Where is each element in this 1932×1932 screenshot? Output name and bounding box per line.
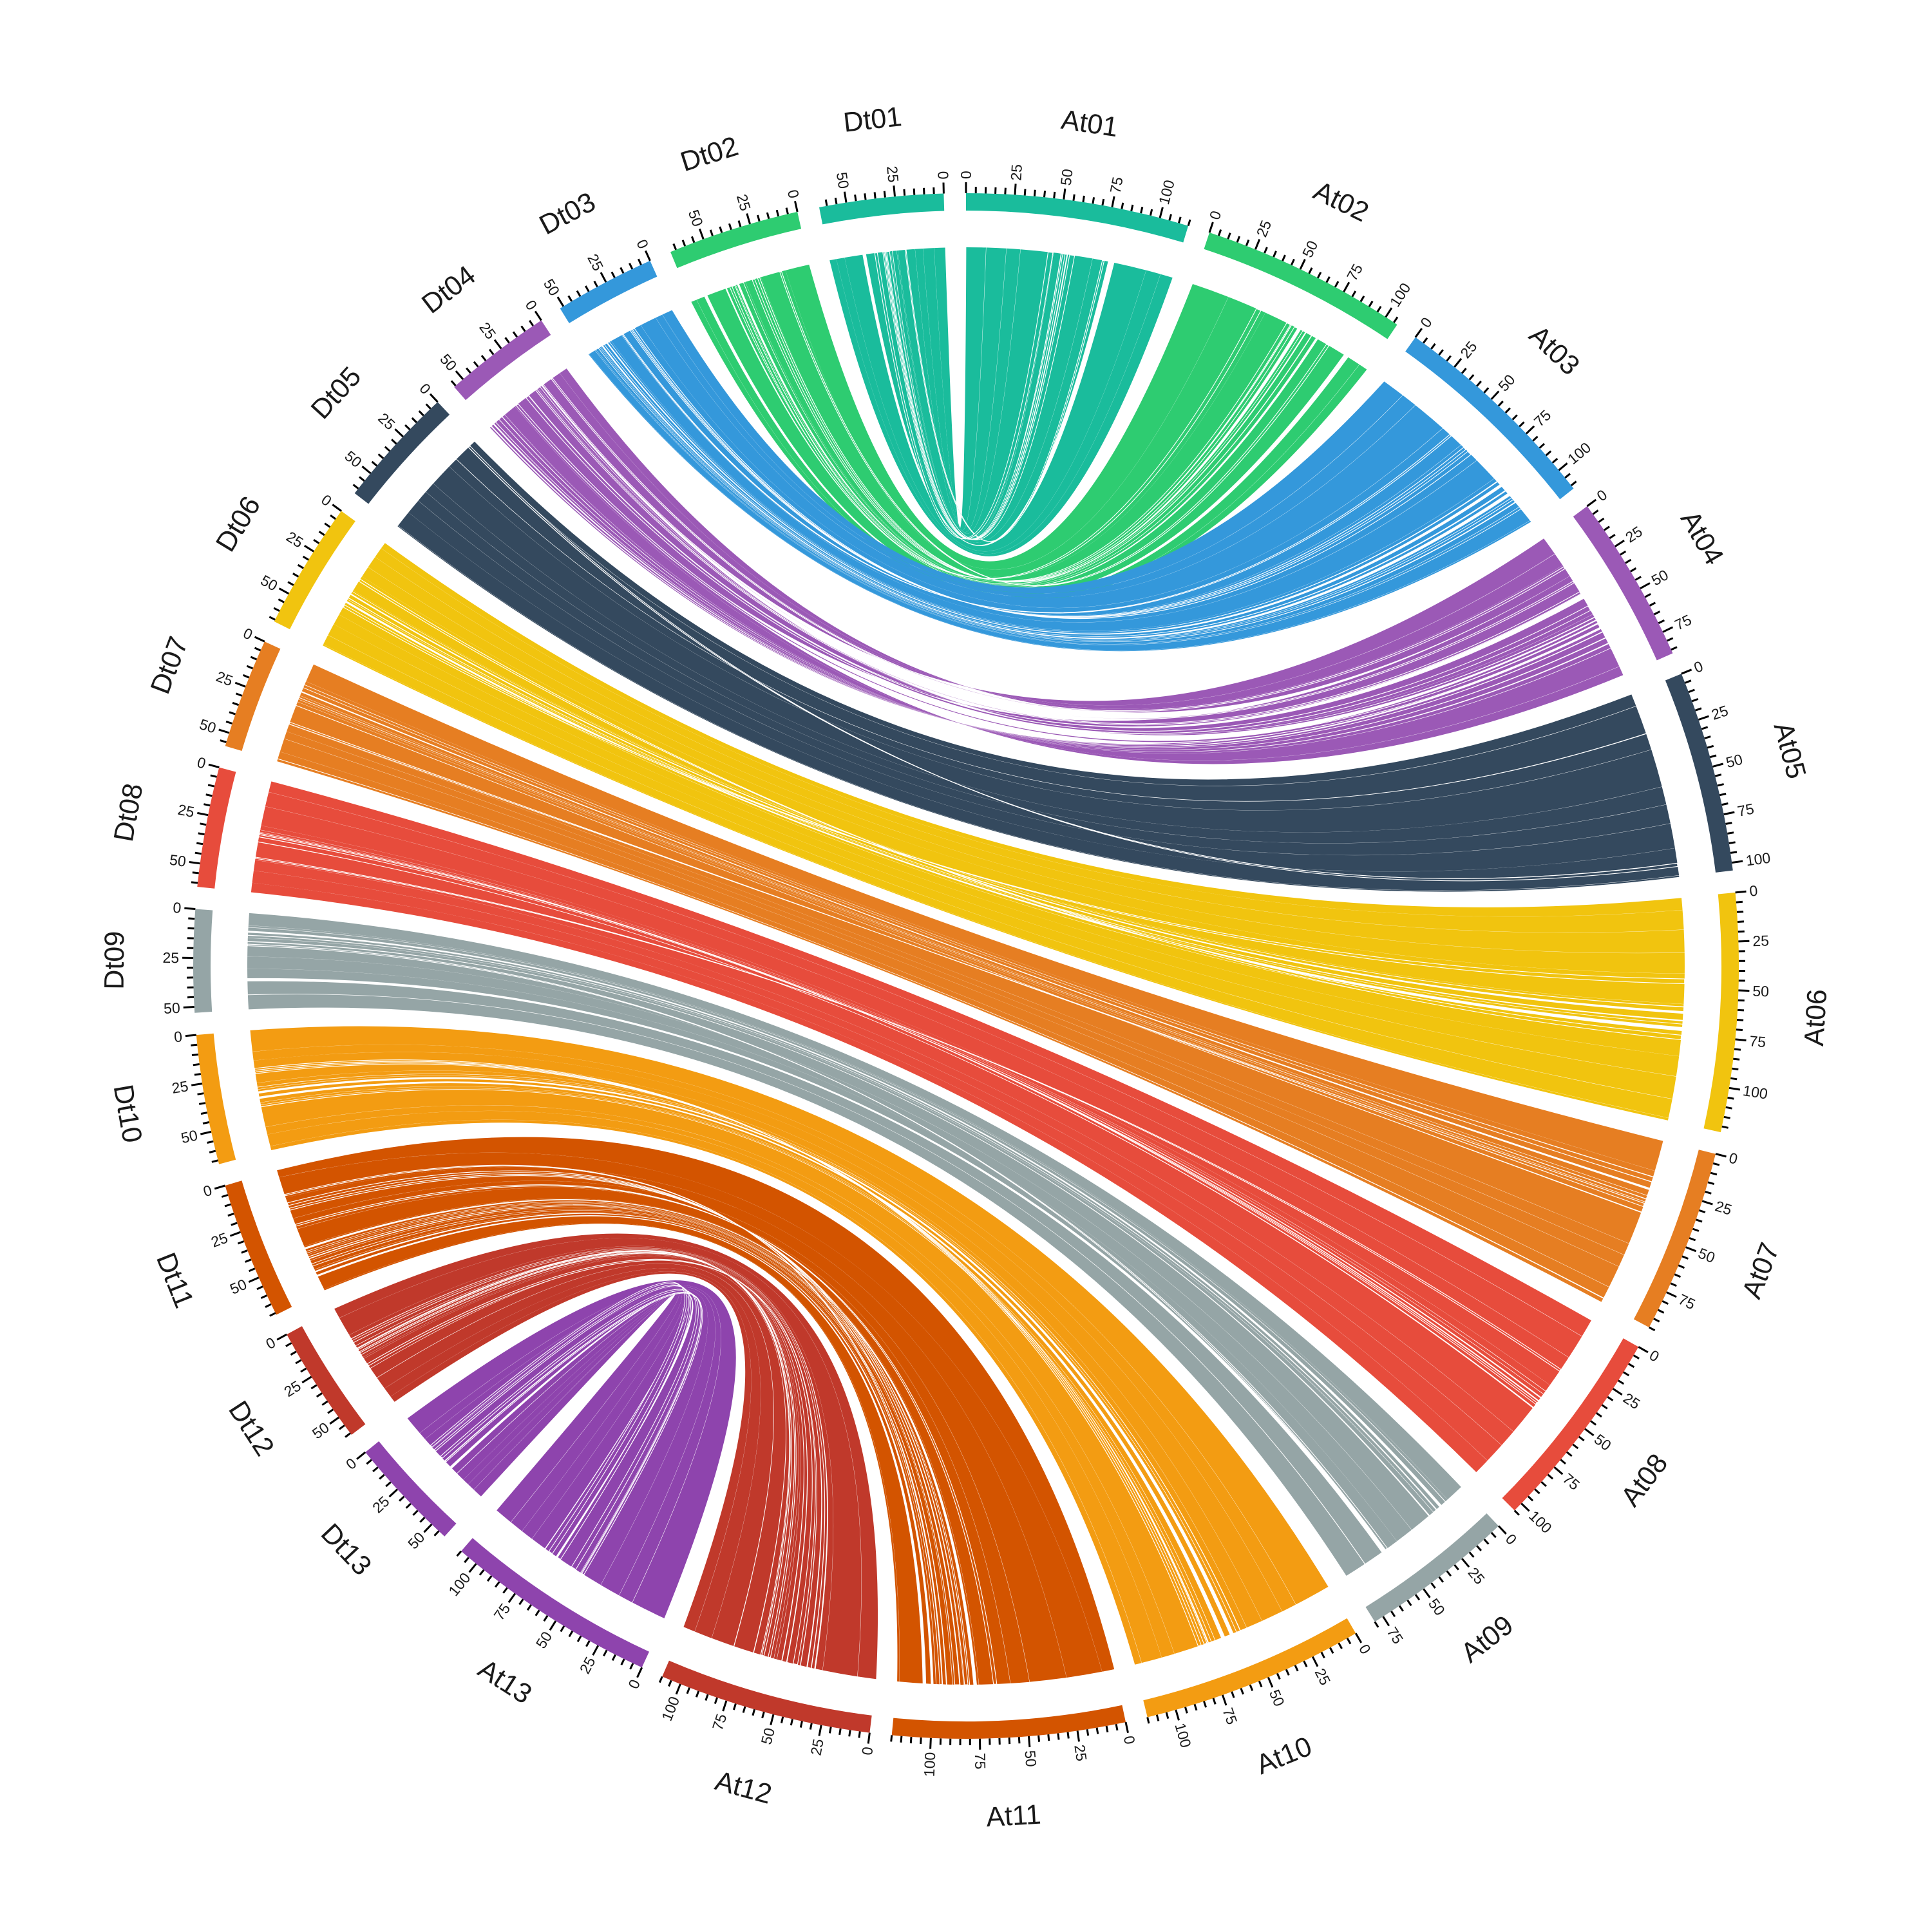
svg-text:50: 50 (163, 999, 180, 1017)
svg-text:50: 50 (758, 1726, 779, 1746)
svg-text:100: 100 (921, 1752, 939, 1777)
svg-text:25: 25 (1752, 932, 1769, 949)
svg-text:25: 25 (808, 1738, 827, 1757)
svg-text:0: 0 (934, 171, 951, 180)
svg-text:75: 75 (1736, 800, 1756, 820)
svg-text:75: 75 (1748, 1032, 1766, 1050)
svg-text:25: 25 (171, 1077, 189, 1097)
svg-text:0: 0 (1121, 1734, 1139, 1746)
svg-text:25: 25 (884, 166, 902, 184)
svg-text:50: 50 (180, 1126, 200, 1146)
svg-text:0: 0 (858, 1746, 876, 1756)
svg-text:0: 0 (173, 899, 182, 916)
svg-text:100: 100 (1745, 849, 1772, 869)
svg-text:50: 50 (1021, 1750, 1039, 1768)
svg-text:0: 0 (1748, 882, 1758, 900)
svg-text:25: 25 (162, 949, 179, 966)
svg-text:75: 75 (1106, 175, 1126, 194)
svg-text:0: 0 (958, 171, 974, 179)
svg-text:0: 0 (1727, 1149, 1739, 1167)
svg-text:Dt09: Dt09 (99, 931, 131, 990)
svg-text:0: 0 (784, 188, 802, 200)
svg-text:25: 25 (1071, 1743, 1090, 1762)
svg-text:50: 50 (169, 851, 187, 870)
svg-text:100: 100 (1742, 1082, 1769, 1103)
svg-text:25: 25 (176, 801, 196, 821)
svg-text:75: 75 (972, 1753, 989, 1770)
svg-text:25: 25 (1007, 164, 1025, 181)
svg-text:50: 50 (833, 171, 853, 190)
svg-text:Dt01: Dt01 (842, 101, 904, 138)
svg-text:50: 50 (1057, 168, 1076, 187)
svg-text:At06: At06 (1799, 989, 1833, 1047)
svg-text:50: 50 (1752, 983, 1769, 1000)
svg-text:0: 0 (173, 1028, 183, 1045)
svg-text:At11: At11 (985, 1799, 1042, 1833)
